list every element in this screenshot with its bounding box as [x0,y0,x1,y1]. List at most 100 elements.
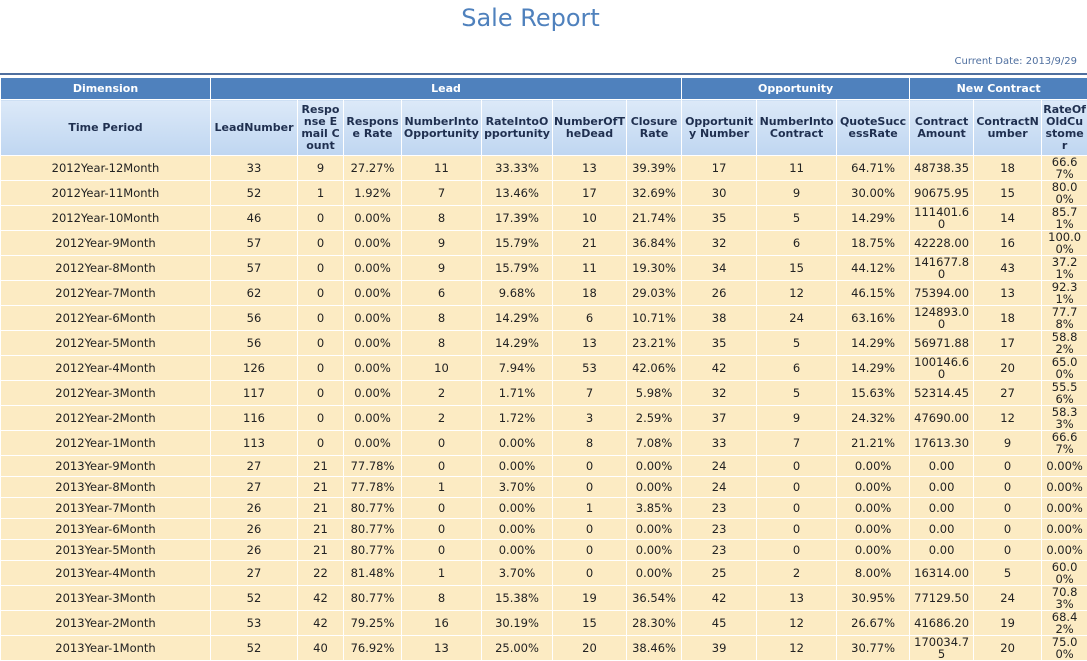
cell: 1 [402,561,482,586]
cell: 33 [682,431,757,456]
cell: 5 [757,381,837,406]
cell: 24 [974,586,1042,611]
cell: 0 [402,431,482,456]
cell: 5 [757,331,837,356]
cell: 2 [402,381,482,406]
page: Sale Report Current Date: 2013/9/29 Dime… [0,0,1087,604]
cell: 0.00% [627,519,682,540]
cell: 9 [402,256,482,281]
cell: 7.94% [482,356,553,381]
cell: 26 [211,519,298,540]
cell: 126 [211,356,298,381]
cell: 1.71% [482,381,553,406]
cell: 11 [757,156,837,181]
cell: 13 [757,586,837,611]
cell: 0 [974,498,1042,519]
cell: 26 [211,540,298,561]
cell: 0.00% [837,519,910,540]
cell: 0 [298,331,344,356]
cell: 21 [553,231,627,256]
cell: 26.67% [837,611,910,636]
group-header: Opportunity [682,78,910,100]
cell: 0 [974,540,1042,561]
cell: 80.77% [344,586,402,611]
cell: 34 [682,256,757,281]
cell: 18 [553,281,627,306]
cell: 20 [553,636,627,661]
cell: 2012Year-2Month [1,406,211,431]
cell: 0 [553,477,627,498]
cell: 56 [211,331,298,356]
cell: 75394.00 [910,281,974,306]
cell: 0 [298,306,344,331]
cell: 0.00% [344,431,402,456]
cell: 6 [757,231,837,256]
cell: 12 [974,406,1042,431]
cell: 9 [402,231,482,256]
cell: 116 [211,406,298,431]
cell: 48738.35 [910,156,974,181]
cell: 64.71% [837,156,910,181]
cell: 0.00% [482,498,553,519]
cell: 2013Year-7Month [1,498,211,519]
cell: 117 [211,381,298,406]
cell: 9 [974,431,1042,456]
cell: 42228.00 [910,231,974,256]
column-header: Time Period [1,100,211,156]
cell: 0 [553,540,627,561]
cell: 17 [974,331,1042,356]
cell: 24 [757,306,837,331]
cell: 15 [757,256,837,281]
cell: 0.00% [344,331,402,356]
cell: 0 [402,540,482,561]
column-header: NumberOfTheDead [553,100,627,156]
cell: 90675.95 [910,181,974,206]
cell: 12 [757,636,837,661]
cell: 66.67% [1042,156,1087,181]
cell: 21.74% [627,206,682,231]
cell: 32 [682,381,757,406]
cell: 38 [682,306,757,331]
cell: 18 [974,306,1042,331]
cell: 14.29% [482,306,553,331]
cell: 0.00% [482,519,553,540]
cell: 9.68% [482,281,553,306]
cell: 1 [402,477,482,498]
cell: 7 [553,381,627,406]
cell: 2013Year-6Month [1,519,211,540]
cell: 14.29% [837,206,910,231]
cell: 14.29% [837,356,910,381]
cell: 124893.00 [910,306,974,331]
cell: 37.21% [1042,256,1087,281]
cell: 1.92% [344,181,402,206]
column-header: ClosureRate [627,100,682,156]
cell: 25 [682,561,757,586]
cell: 0 [298,431,344,456]
cell: 9 [298,156,344,181]
column-header: ContractNumber [974,100,1042,156]
cell: 0.00% [627,456,682,477]
cell: 100.00% [1042,231,1087,256]
cell: 0 [298,381,344,406]
cell: 5 [974,561,1042,586]
cell: 19 [553,586,627,611]
cell: 111401.60 [910,206,974,231]
column-header: RateOfOldCustomer [1042,100,1087,156]
cell: 13 [974,281,1042,306]
cell: 13 [553,331,627,356]
cell: 0.00 [910,540,974,561]
cell: 0 [298,281,344,306]
cell: 77129.50 [910,586,974,611]
cell: 0 [757,498,837,519]
cell: 2013Year-8Month [1,477,211,498]
cell: 15 [974,181,1042,206]
column-header: ContractAmount [910,100,974,156]
